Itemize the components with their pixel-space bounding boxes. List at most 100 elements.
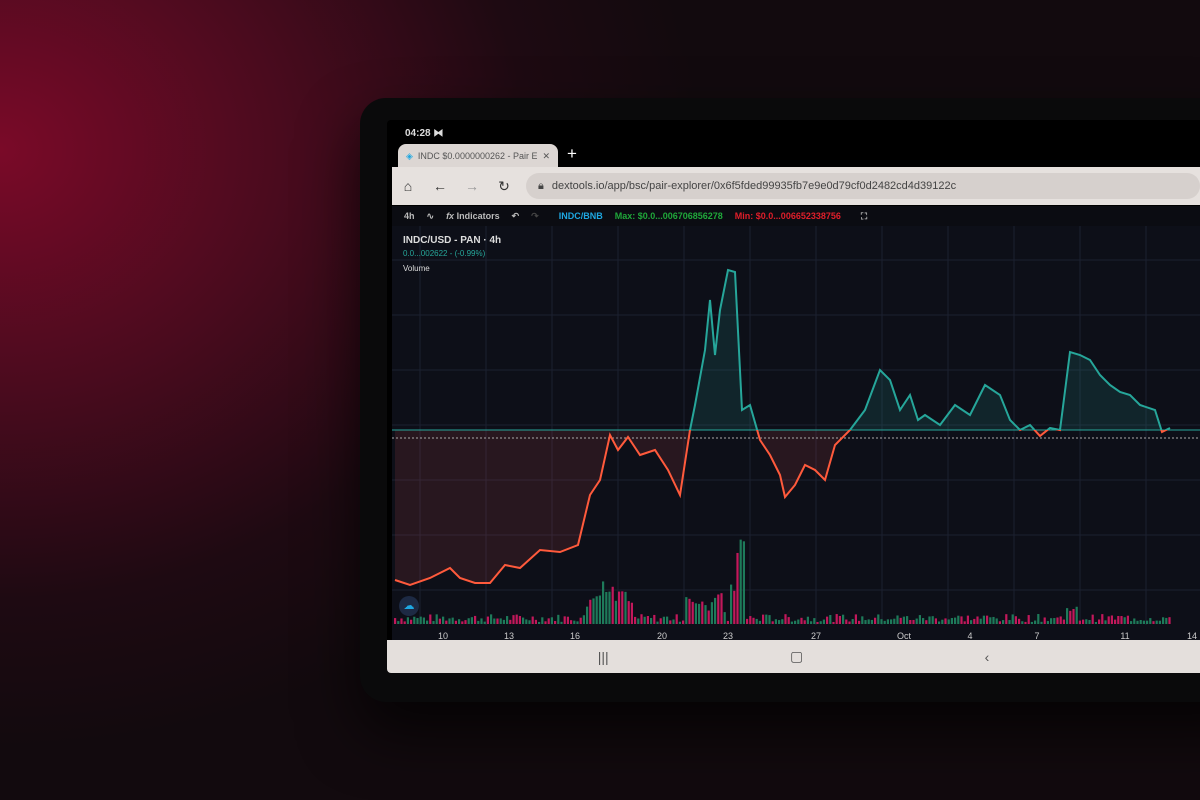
browser-tab[interactable]: ◈ INDC $0.0000000262 - Pair E ✕ xyxy=(398,144,558,168)
volume-bar xyxy=(1114,619,1117,624)
fullscreen-icon[interactable]: ⛶ xyxy=(860,210,868,221)
volume-bar xyxy=(509,619,512,624)
volume-bar xyxy=(515,614,518,624)
volume-bar xyxy=(506,616,509,624)
volume-bar xyxy=(518,616,521,624)
forward-icon[interactable]: → xyxy=(465,178,479,194)
dextools-logo-button[interactable]: ☁ xyxy=(399,596,419,616)
close-tab-icon[interactable]: ✕ xyxy=(542,150,550,161)
volume-bar xyxy=(717,594,720,624)
volume-bar xyxy=(950,618,953,624)
volume-bar xyxy=(915,618,918,624)
volume-bar xyxy=(979,618,982,624)
home-button[interactable]: ▢ xyxy=(790,648,804,664)
volume-bar xyxy=(531,616,534,624)
volume-bar xyxy=(573,620,576,624)
volume-bar xyxy=(1091,614,1094,624)
new-tab-button[interactable]: + xyxy=(567,144,577,163)
volume-bar xyxy=(666,616,669,624)
recents-button[interactable]: ||| xyxy=(597,648,609,665)
volume-bar xyxy=(560,621,563,624)
volume-bar xyxy=(1098,619,1101,624)
home-icon[interactable]: ⌂ xyxy=(403,178,413,194)
volume-bar xyxy=(765,614,768,624)
back-button[interactable]: ‹ xyxy=(984,648,990,665)
volume-bar xyxy=(826,616,829,624)
volume-bar xyxy=(598,595,601,624)
volume-bar xyxy=(883,620,886,624)
indicators-button[interactable]: fx Indicators xyxy=(446,211,500,221)
volume-bar xyxy=(458,619,461,624)
price-chart[interactable] xyxy=(392,226,1200,636)
volume-bar xyxy=(627,601,630,624)
x-tick-label: 20 xyxy=(656,631,668,641)
volume-bar xyxy=(1110,615,1113,624)
volume-bar xyxy=(1101,614,1104,624)
volume-bar xyxy=(682,620,685,624)
undo-icon[interactable]: ↶ xyxy=(511,210,520,221)
volume-bar xyxy=(1050,618,1053,624)
volume-bar xyxy=(822,619,825,624)
volume-bar xyxy=(854,614,857,624)
volume-bar xyxy=(698,603,701,624)
url-text: dextools.io/app/bsc/pair-explorer/0x6f5f… xyxy=(551,180,957,192)
volume-bar xyxy=(1126,615,1129,624)
volume-bar xyxy=(688,598,691,624)
x-tick-label: 13 xyxy=(503,631,515,641)
volume-bar xyxy=(653,614,656,624)
volume-bar xyxy=(771,621,774,624)
redo-icon[interactable]: ↷ xyxy=(531,210,539,221)
volume-bar xyxy=(906,616,909,624)
volume-bar xyxy=(454,620,457,624)
volume-bar xyxy=(592,598,595,624)
volume-bar xyxy=(550,617,553,624)
interval-button[interactable]: 4h xyxy=(404,211,415,221)
volume-bar xyxy=(470,617,473,624)
volume-bar xyxy=(896,615,899,624)
volume-bar xyxy=(1146,620,1149,624)
x-tick-label: Oct xyxy=(896,631,912,641)
volume-bar xyxy=(672,619,675,624)
volume-bar xyxy=(976,616,979,624)
volume-bar xyxy=(486,616,489,624)
volume-bar xyxy=(1059,616,1062,624)
volume-bar xyxy=(429,614,432,624)
volume-bar xyxy=(960,616,963,624)
volume-bar xyxy=(1155,620,1158,624)
volume-bar xyxy=(749,616,752,624)
volume-bar xyxy=(768,615,771,624)
volume-bar xyxy=(528,620,531,624)
volume-bar xyxy=(1136,620,1139,624)
lock-icon: 🔒︎ xyxy=(538,179,544,192)
volume-bar xyxy=(931,616,934,624)
volume-bar xyxy=(819,621,822,624)
volume-bar xyxy=(928,616,931,624)
volume-bar xyxy=(570,620,573,624)
chart-type-icon[interactable]: ∿ xyxy=(426,210,435,221)
pair-label[interactable]: INDC/BNB xyxy=(558,211,603,221)
volume-bar xyxy=(467,618,470,624)
volume-bar xyxy=(1062,619,1065,624)
back-icon[interactable]: ← xyxy=(433,178,447,194)
volume-bar xyxy=(589,599,592,624)
volume-bar xyxy=(650,617,653,624)
volume-bar xyxy=(829,615,832,624)
volume-bar xyxy=(694,603,697,624)
volume-bar xyxy=(877,614,880,624)
volume-bar xyxy=(890,619,893,624)
url-field[interactable]: 🔒︎ dextools.io/app/bsc/pair-explorer/0x6… xyxy=(526,173,1200,199)
volume-bar xyxy=(419,616,422,624)
volume-bar xyxy=(970,620,973,624)
volume-bar xyxy=(707,610,710,624)
volume-bar xyxy=(934,618,937,624)
volume-bar xyxy=(678,621,681,624)
volume-bar xyxy=(557,614,560,624)
x-tick-label: 11 xyxy=(1120,631,1130,641)
volume-bar xyxy=(1082,619,1085,624)
volume-bar xyxy=(490,614,493,624)
volume-bar xyxy=(886,619,889,624)
x-tick-label: 23 xyxy=(722,631,734,641)
volume-bar xyxy=(1158,620,1161,624)
volume-bar xyxy=(1066,608,1069,624)
reload-icon[interactable]: ↻ xyxy=(498,177,510,194)
